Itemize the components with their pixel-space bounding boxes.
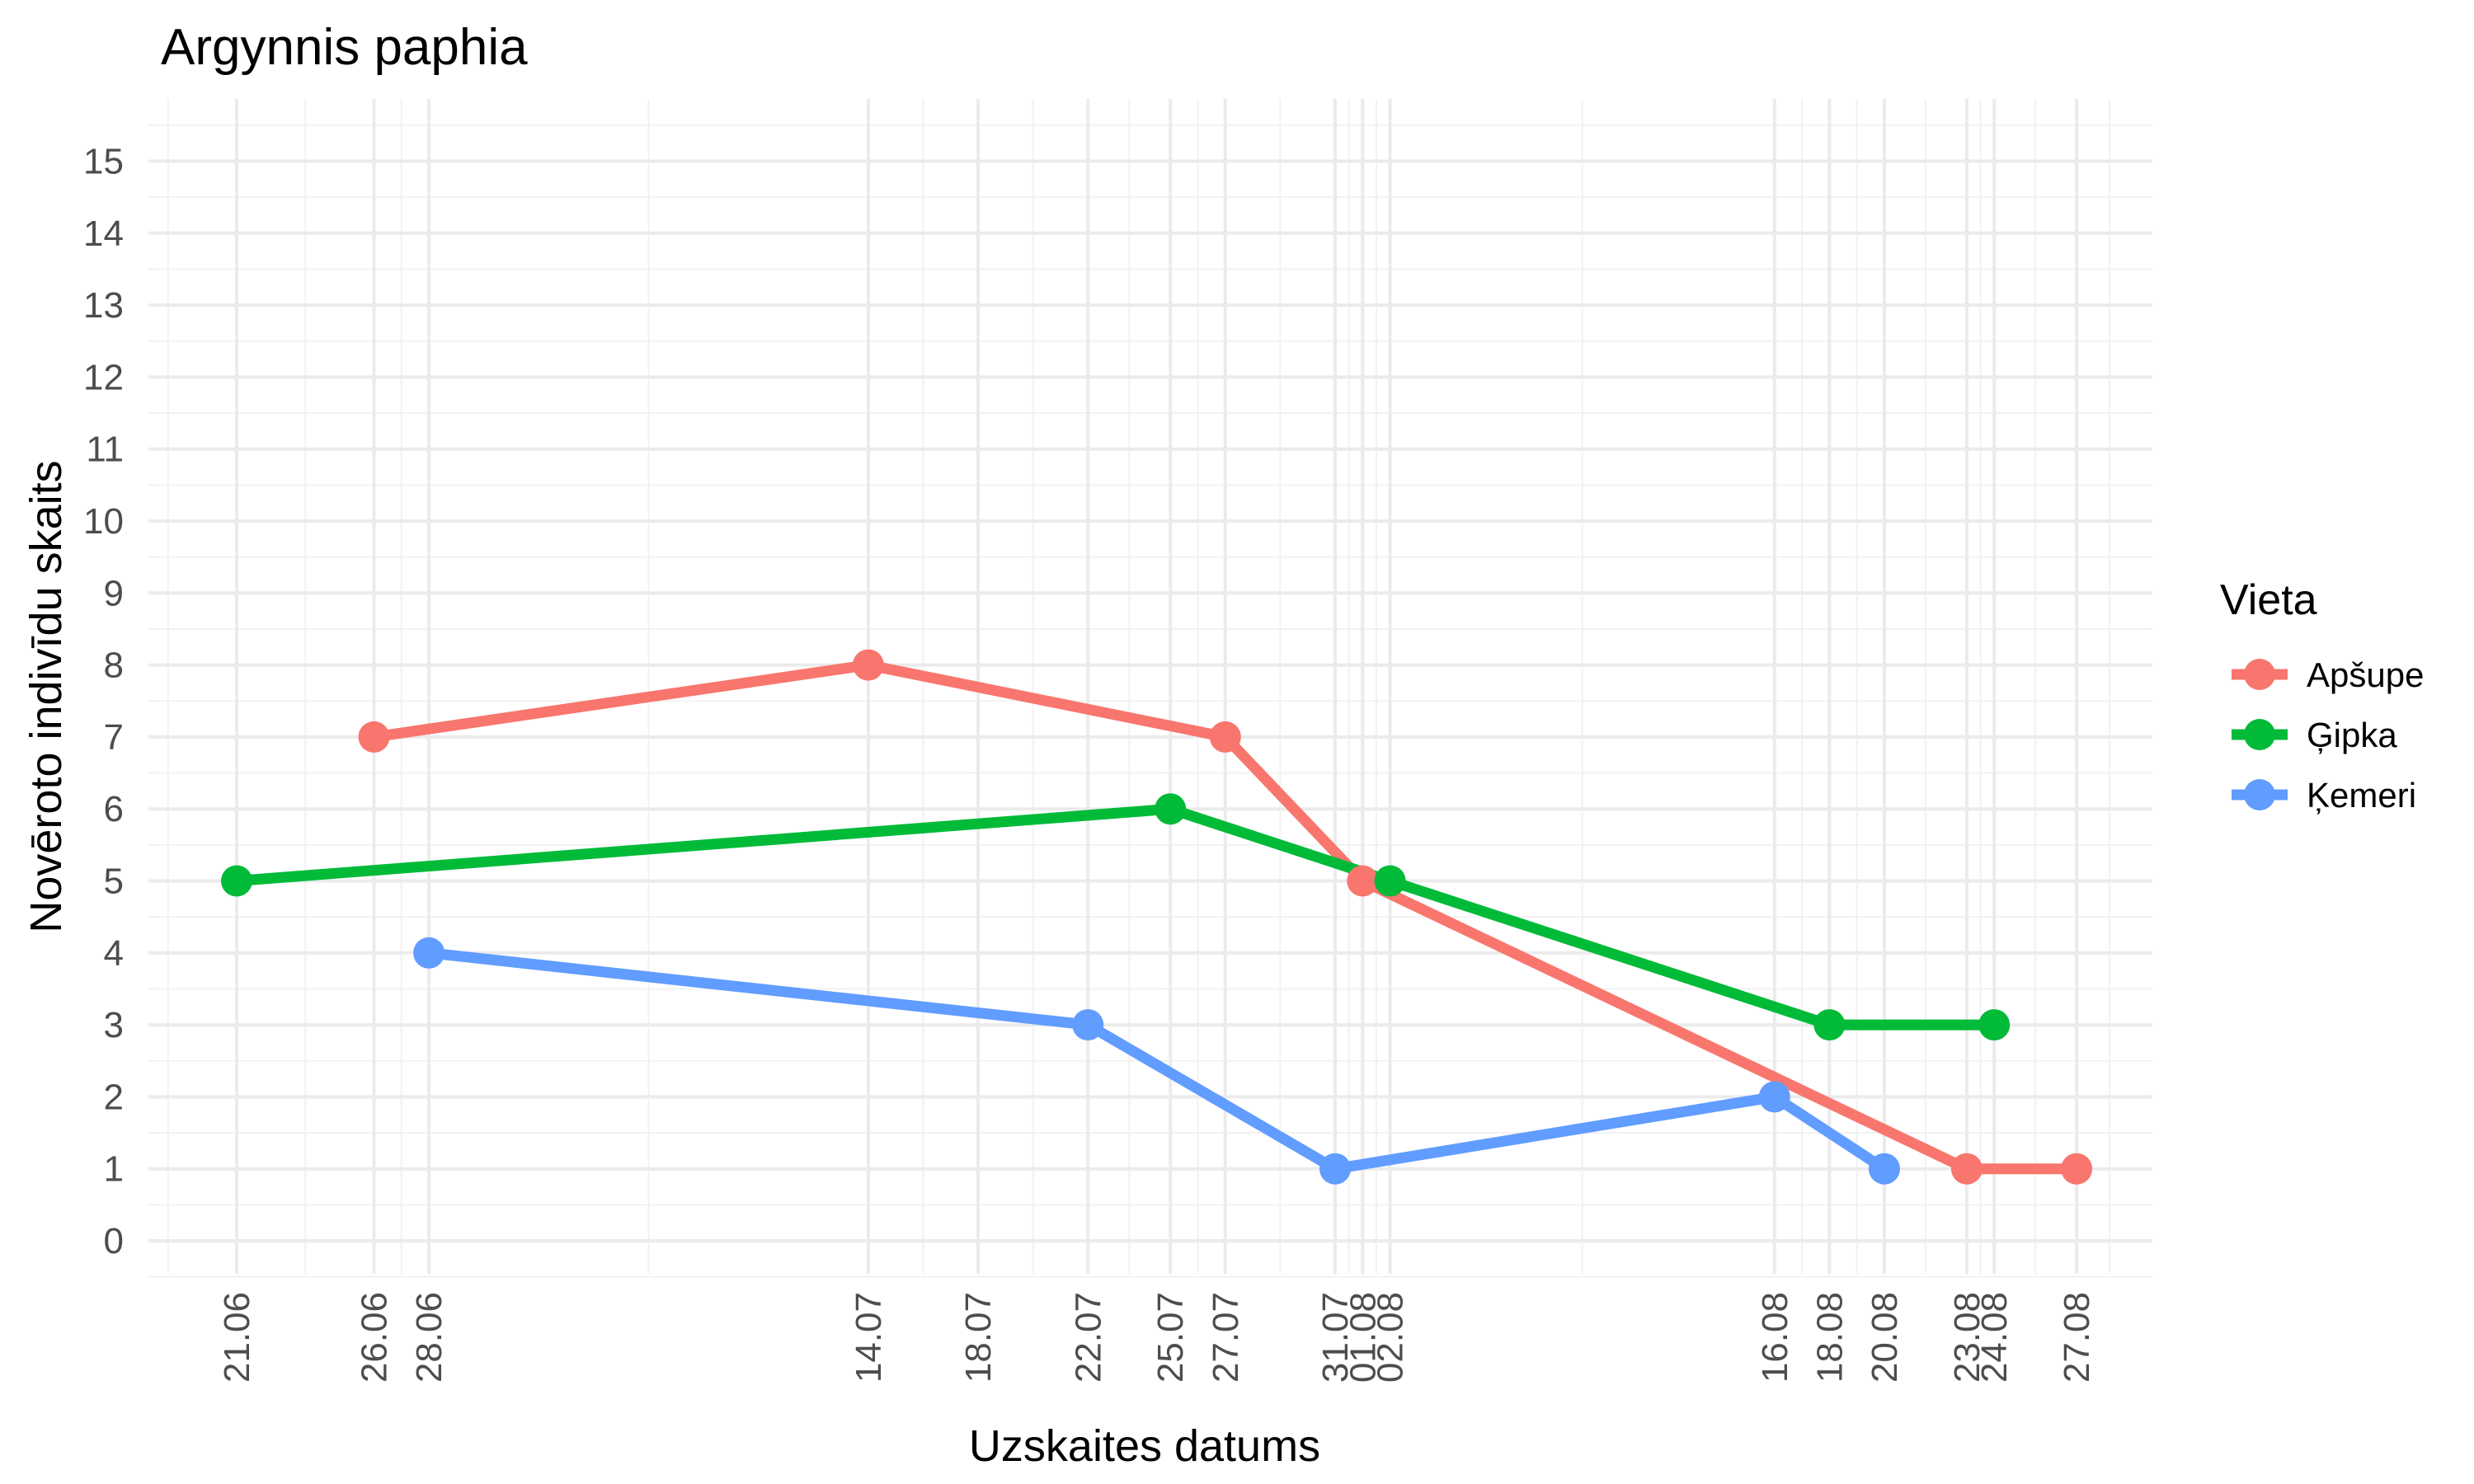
data-point (1869, 1153, 1900, 1185)
x-tick-label: 26.06 (355, 1292, 395, 1383)
y-tick-label: 1 (104, 1149, 124, 1190)
x-tick-label: 23.08 (1947, 1292, 1987, 1383)
data-point (2061, 1153, 2093, 1185)
x-tick-label: 31.07 (1315, 1292, 1356, 1383)
x-axis-ticks: 21.06 26.06 28.06 14.07 18.07 22.07 25.07 27.07… (217, 1292, 2097, 1383)
plot-grid (148, 99, 2152, 1278)
y-tick-label: 12 (83, 357, 124, 397)
legend-title: Vieta (2220, 576, 2317, 624)
legend-key-point (2244, 719, 2275, 750)
legend-label: Ķemeri (2307, 776, 2416, 815)
series-points (221, 649, 2093, 1185)
x-tick-label: 27.07 (1206, 1292, 1246, 1383)
x-tick-label: 25.07 (1150, 1292, 1191, 1383)
x-tick-label: 14.07 (849, 1292, 889, 1383)
data-point (1374, 865, 1406, 897)
y-tick-label: 3 (104, 1005, 124, 1045)
x-tick-label: 24.08 (1974, 1292, 2015, 1383)
data-point (1813, 1009, 1846, 1041)
x-tick-label: 21.06 (217, 1292, 257, 1383)
data-point (1978, 1009, 2011, 1041)
y-tick-label: 14 (83, 214, 124, 254)
legend-key-point (2244, 779, 2275, 810)
data-point (852, 649, 884, 681)
data-point (1155, 793, 1187, 825)
y-tick-label: 4 (104, 933, 124, 974)
y-tick-label: 15 (83, 142, 124, 182)
x-tick-label: 18.07 (958, 1292, 999, 1383)
data-point (1347, 865, 1379, 897)
x-tick-label: 20.08 (1865, 1292, 1905, 1383)
x-tick-label: 16.08 (1755, 1292, 1795, 1383)
y-tick-label: 6 (104, 789, 124, 829)
data-point (413, 937, 445, 969)
x-tick-label: 02.08 (1371, 1292, 1411, 1383)
y-tick-label: 9 (104, 573, 124, 613)
y-axis-title: Novēroto indivīdu skaits (21, 460, 71, 932)
series-line (373, 660, 2077, 1175)
x-axis-title: Uzskaites datums (969, 1421, 1320, 1471)
y-tick-label: 13 (83, 285, 124, 326)
data-point (358, 721, 390, 753)
x-tick-label: 01.08 (1343, 1292, 1383, 1383)
y-tick-label: 2 (104, 1077, 124, 1117)
data-point (1072, 1009, 1104, 1041)
data-point (1950, 1153, 1982, 1185)
y-tick-label: 10 (83, 501, 124, 542)
data-point (221, 865, 252, 897)
legend: Vieta Apšupe Ģipka Ķemeri (2220, 576, 2424, 815)
legend-label: Ģipka (2307, 716, 2397, 754)
y-tick-label: 8 (104, 646, 124, 686)
data-point (1758, 1081, 1790, 1113)
legend-label: Apšupe (2307, 655, 2424, 694)
chart-title: Argynnis paphia (161, 19, 528, 76)
y-tick-label: 0 (104, 1221, 124, 1261)
data-point (1319, 1153, 1351, 1185)
y-tick-label: 5 (104, 862, 124, 902)
x-tick-label: 18.08 (1809, 1292, 1850, 1383)
x-tick-label: 28.06 (409, 1292, 449, 1383)
legend-key-point (2244, 659, 2275, 690)
y-tick-label: 11 (86, 430, 124, 470)
x-tick-label: 22.07 (1068, 1292, 1108, 1383)
x-tick-label: 27.08 (2057, 1292, 2097, 1383)
y-tick-label: 7 (104, 717, 124, 758)
data-point (1209, 721, 1241, 753)
